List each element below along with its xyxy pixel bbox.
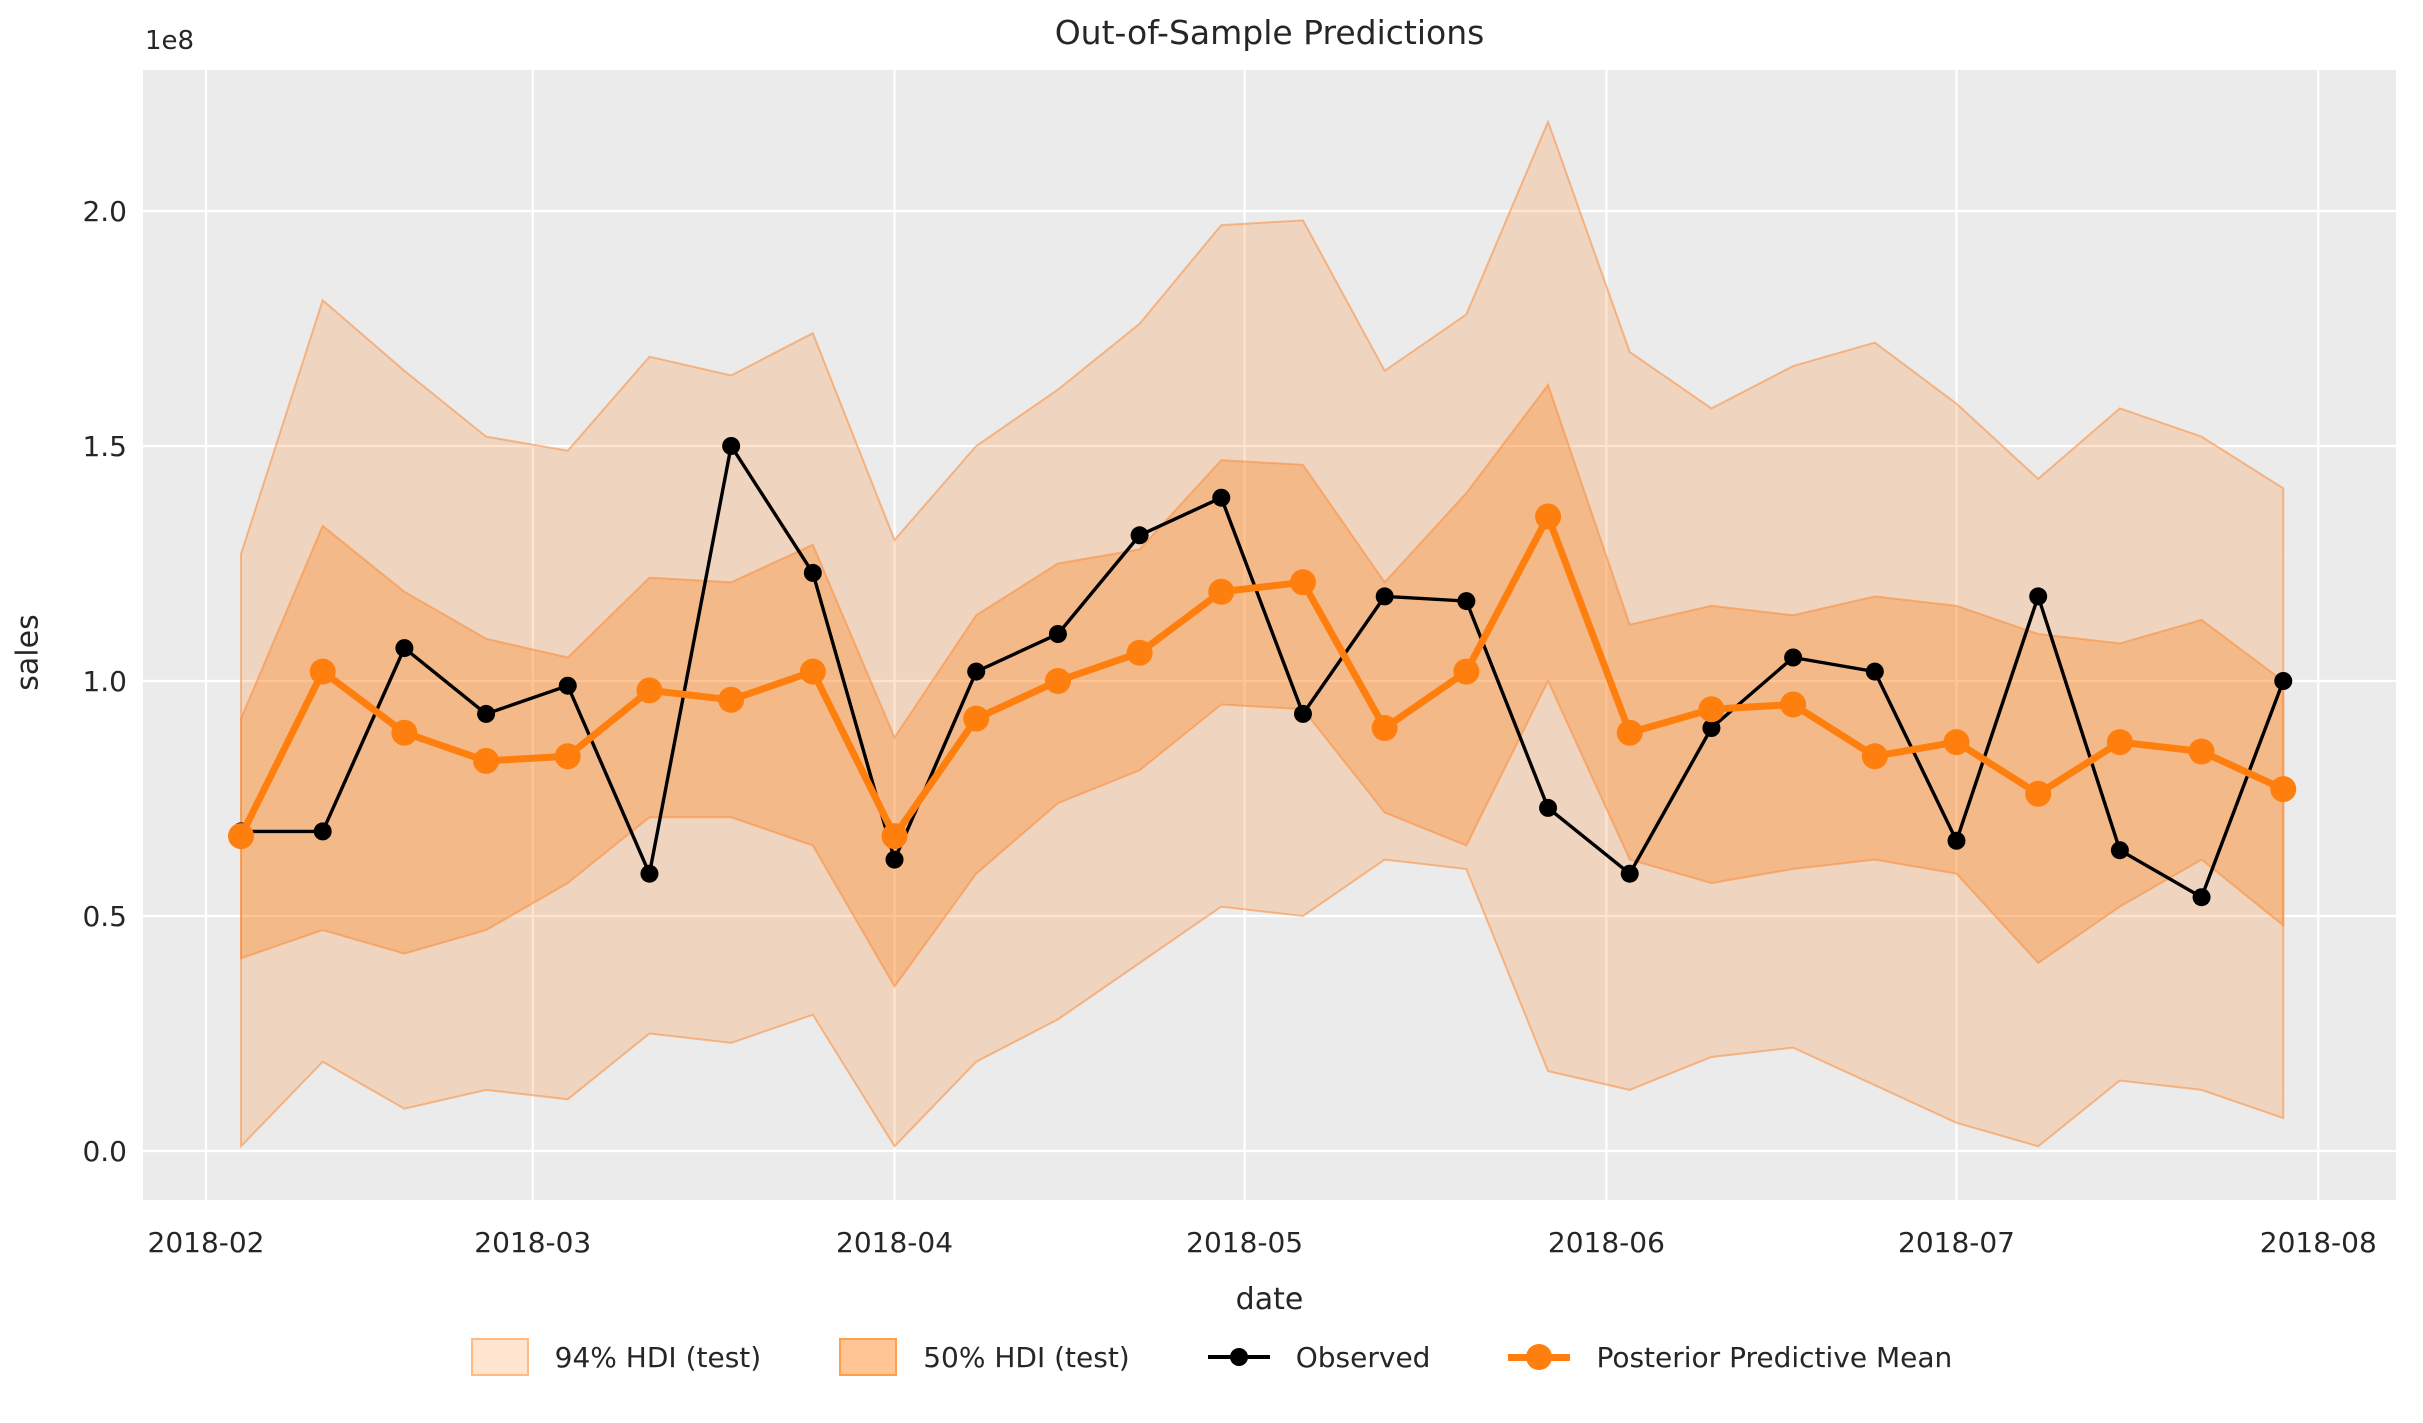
x-tick-label: 2018-03 <box>474 1226 591 1259</box>
observed-marker <box>640 864 659 883</box>
hdi94-band <box>240 118 2285 1149</box>
ppm-marker <box>1780 691 1807 718</box>
observed-marker <box>1212 488 1231 507</box>
legend-label-hdi94: 94% HDI (test) <box>554 1340 762 1374</box>
ppm-marker <box>963 705 990 732</box>
observed-marker <box>803 563 822 582</box>
ppm-marker <box>1943 729 1970 756</box>
x-axis-label: date <box>1235 1282 1304 1317</box>
legend-label-hdi50: 50% HDI (test) <box>923 1340 1130 1374</box>
observed-marker <box>2192 888 2211 907</box>
ppm-marker <box>718 686 745 713</box>
ppm-marker <box>2270 776 2297 803</box>
chart-title: Out-of-Sample Predictions <box>1054 13 1485 52</box>
hdi50-swatch-icon <box>839 1338 898 1376</box>
ppm-line <box>237 513 2285 840</box>
ppm-marker <box>309 658 336 685</box>
observed-marker <box>477 704 496 723</box>
observed-marker <box>2029 587 2048 606</box>
y-tick-label: 1.0 <box>82 665 127 698</box>
y-tick-label: 0.0 <box>82 1135 127 1168</box>
observed-marker <box>2110 841 2129 860</box>
observed-line <box>241 441 2285 900</box>
ppm-marker <box>228 823 255 850</box>
y-tick-label: 1.5 <box>82 430 127 463</box>
observed-marker <box>1293 704 1312 723</box>
plot-background <box>143 70 2396 1200</box>
observed-marker <box>967 662 986 681</box>
y-tick-label: 2.0 <box>82 195 127 228</box>
legend-item-hdi50: 50% HDI (test) <box>839 1338 1130 1376</box>
observed-marker <box>1130 526 1149 545</box>
ppm-marker <box>1289 569 1316 596</box>
ppm-marker <box>2106 729 2133 756</box>
observed-marker <box>1620 864 1639 883</box>
y-axis-offset-text: 1e8 <box>145 26 195 56</box>
observed-marker <box>1457 592 1476 611</box>
legend: 94% HDI (test) 50% HDI (test) Observed P… <box>0 1338 2423 1376</box>
observed-marker <box>1784 648 1803 667</box>
ppm-marker <box>1861 743 1888 770</box>
observed-marker <box>558 676 577 695</box>
observed-marker <box>2274 672 2293 690</box>
x-tick-label: 2018-05 <box>1186 1226 1303 1259</box>
observed-marker <box>1865 662 1884 681</box>
ppm-marker <box>1698 696 1725 723</box>
legend-label-observed: Observed <box>1295 1340 1431 1374</box>
ppm-marker <box>1535 503 1562 530</box>
x-tick-label: 2018-07 <box>1898 1226 2015 1259</box>
ppm-marker <box>1126 639 1153 666</box>
observed-marker <box>1375 587 1394 606</box>
ppm-marker <box>1044 668 1071 694</box>
x-tick-label: 2018-04 <box>836 1226 953 1259</box>
ppm-marker <box>636 677 663 704</box>
y-tick-label: 0.5 <box>82 900 127 933</box>
ppm-marker <box>554 743 581 770</box>
ppm-marker <box>1371 715 1398 741</box>
ppm-marker <box>881 823 908 850</box>
ppm-marker <box>799 658 826 685</box>
hdi50-band <box>240 382 2285 989</box>
legend-item-hdi94: 94% HDI (test) <box>470 1338 762 1376</box>
legend-label-ppm: Posterior Predictive Mean <box>1596 1340 1953 1374</box>
observed-marker <box>1539 798 1558 817</box>
y-axis-label: sales <box>10 614 46 691</box>
observed-marker <box>395 639 414 658</box>
legend-item-observed: Observed <box>1207 1338 1431 1376</box>
observed-marker <box>1702 719 1721 737</box>
ppm-marker <box>2188 738 2215 765</box>
observed-marker <box>885 850 904 869</box>
x-tick-label: 2018-02 <box>148 1226 265 1259</box>
hdi94-swatch-icon <box>470 1338 529 1376</box>
ppm-marker <box>1453 658 1480 685</box>
observed-marker <box>1947 831 1966 850</box>
ppm-marker <box>1616 719 1643 746</box>
legend-item-ppm: Posterior Predictive Mean <box>1508 1338 1952 1376</box>
ppm-marker <box>473 747 500 774</box>
observed-marker <box>1048 625 1067 643</box>
observed-line-icon <box>1207 1338 1270 1376</box>
ppm-marker <box>1208 578 1235 605</box>
ppm-marker <box>2025 780 2052 807</box>
x-tick-label: 2018-06 <box>1548 1226 1665 1259</box>
observed-marker <box>722 437 741 455</box>
ppm-marker <box>391 719 418 746</box>
observed-marker <box>313 822 332 841</box>
ppm-line-icon <box>1508 1338 1571 1376</box>
x-tick-label: 2018-08 <box>2260 1226 2377 1259</box>
